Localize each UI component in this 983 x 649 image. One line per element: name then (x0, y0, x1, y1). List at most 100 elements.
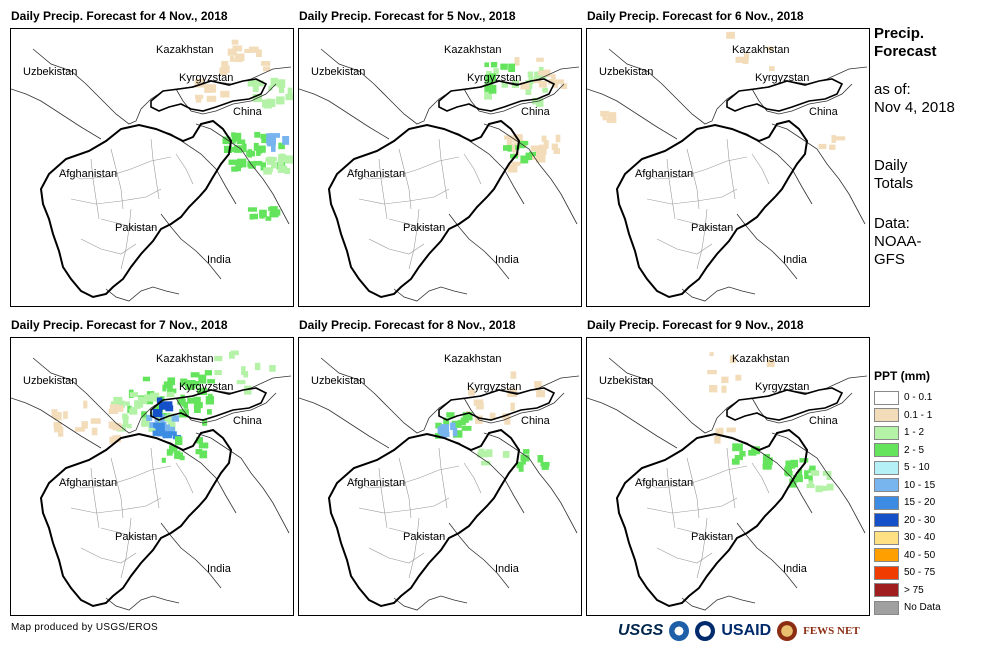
precip-cell (264, 99, 272, 109)
kyrgyzstan-outline (150, 78, 268, 112)
country-border (11, 397, 102, 449)
precip-cell (485, 449, 493, 457)
precip-cell (244, 385, 252, 395)
side-info: Precip. Forecast as of: Nov 4, 2018 Dail… (874, 25, 979, 269)
province-border (751, 153, 770, 185)
precip-cell (256, 49, 262, 57)
precip-cell (257, 145, 266, 153)
precip-cell (822, 485, 828, 491)
province-border (636, 465, 748, 489)
asof-date: Nov 4, 2018 (874, 99, 955, 116)
country-label-india: India (783, 254, 808, 266)
country-label-india: India (495, 563, 520, 575)
precip-cell (481, 460, 491, 466)
precip-cell (165, 426, 175, 433)
precip-cell (769, 66, 775, 71)
precip-cell (520, 82, 530, 90)
country-label-kyrgyzstan: Kyrgyzstan (755, 72, 809, 84)
province-border (348, 156, 460, 180)
legend-item: 0 - 0.1 (874, 389, 941, 407)
precip-cell (785, 460, 796, 469)
legend-item: 50 - 75 (874, 564, 941, 582)
province-border (90, 467, 100, 529)
precip-cell (112, 435, 121, 443)
map-frame: Kazakhstan Uzbekistan Kyrgyzstan China Afgha… (586, 337, 870, 616)
precip-map: Kazakhstan Uzbekistan Kyrgyzstan China Afgha… (11, 350, 292, 611)
province-border (368, 238, 425, 255)
legend-label: 2 - 5 (904, 444, 925, 456)
legend-label: 50 - 75 (904, 567, 936, 579)
country-border (731, 128, 813, 205)
afghanistan-pakistan-outline (615, 428, 809, 608)
precip-cell (507, 164, 518, 173)
precip-cell (276, 96, 285, 105)
precip-cell (501, 82, 508, 88)
precip-cell (168, 415, 174, 422)
precip-cell (829, 144, 836, 150)
precip-cell (261, 136, 269, 144)
precip-cell (553, 148, 560, 154)
country-border (483, 123, 578, 225)
precip-cell (177, 398, 186, 405)
precip-cell (525, 152, 533, 161)
precip-cell (252, 213, 258, 220)
precip-cell (534, 78, 542, 84)
precip-cell (192, 381, 200, 387)
precip-cell (148, 425, 158, 432)
province-border (70, 188, 162, 205)
precip-cell (257, 80, 264, 87)
precip-cell (714, 436, 721, 444)
precip-cell (541, 135, 547, 142)
precip-map: Kazakhstan Uzbekistan Kyrgyzstan China Afgha… (587, 31, 868, 302)
precip-cell (455, 432, 462, 438)
precip-cell (536, 57, 544, 62)
country-label-kazakhstan: Kazakhstan (732, 353, 789, 365)
legend-label: 0.1 - 1 (904, 409, 933, 421)
precip-cell (246, 150, 255, 157)
province-border (110, 457, 124, 519)
country-label-kazakhstan: Kazakhstan (732, 44, 789, 56)
precip-cell (742, 57, 749, 64)
precip-cell (715, 428, 722, 437)
precip-cell (113, 396, 123, 402)
precip-cell (551, 143, 558, 151)
province-border (463, 153, 482, 185)
precip-cell (205, 396, 214, 405)
precip-cell (162, 401, 173, 408)
precip-cell (123, 415, 129, 420)
data-line-3: GFS (874, 251, 905, 268)
precip-cell (227, 48, 237, 56)
precip-cell (180, 394, 185, 403)
country-border (393, 595, 468, 611)
province-border (378, 158, 388, 220)
country-label-china: China (521, 106, 551, 118)
precip-cell (149, 422, 157, 428)
country-label-afghanistan: Afghanistan (347, 477, 405, 489)
precip-cell (198, 442, 209, 449)
precip-cell (206, 95, 217, 102)
country-label-india: India (783, 563, 808, 575)
legend-item: > 75 (874, 582, 941, 600)
precip-cell (502, 451, 510, 458)
precip-cell (478, 448, 485, 456)
precip-cell (490, 62, 498, 68)
precip-cell (808, 480, 814, 487)
precip-cell (538, 67, 544, 73)
country-border (175, 392, 277, 424)
precip-cell (530, 145, 540, 152)
precip-cell (468, 388, 475, 396)
province-border (175, 462, 194, 494)
precip-cell (116, 400, 125, 408)
precip-map: Kazakhstan Uzbekistan Kyrgyzstan China Afgha… (299, 44, 580, 302)
precip-cell (54, 426, 64, 433)
precip-cell (254, 131, 261, 138)
country-label-pakistan: Pakistan (115, 531, 157, 543)
precip-cell (735, 374, 742, 381)
precip-cell (237, 158, 247, 168)
precip-cell (214, 355, 223, 362)
precip-cell (763, 454, 770, 463)
legend-item: 30 - 40 (874, 529, 941, 547)
precip-cell (241, 366, 246, 375)
precip-cell (520, 155, 529, 164)
legend-label: > 75 (904, 584, 924, 596)
